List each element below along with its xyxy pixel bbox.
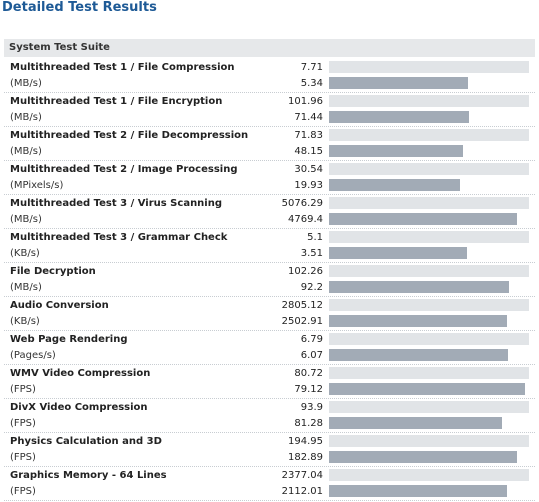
result-bar <box>329 77 468 89</box>
test-name: Multithreaded Test 3 / Virus Scanning <box>10 198 223 209</box>
reference-value: 101.96 <box>288 96 323 107</box>
result-row: Graphics Memory - 64 Lines (FPS) 2377.04 21… <box>4 467 535 501</box>
result-row: Web Page Rendering (Pages/s) 6.79 6.07 <box>4 331 535 365</box>
reference-value: 30.54 <box>294 164 323 175</box>
result-value: 2502.91 <box>281 316 323 327</box>
result-row: WMV Video Compression (FPS) 80.72 79.12 <box>4 365 535 399</box>
test-name: Web Page Rendering <box>10 334 128 345</box>
result-bar <box>329 179 460 191</box>
result-value: 5.34 <box>300 78 323 89</box>
result-row: Multithreaded Test 3 / Grammar Check (KB/… <box>4 229 535 263</box>
result-bar <box>329 315 508 327</box>
result-row: File Decryption (MB/s) 102.26 92.2 <box>4 263 535 297</box>
reference-value: 6.79 <box>300 334 323 345</box>
suite-name: System Test Suite <box>9 42 110 53</box>
result-row: Multithreaded Test 1 / File Encryption (M… <box>4 93 535 127</box>
result-row: DivX Video Compression (FPS) 93.9 81.28 <box>4 399 535 433</box>
reference-bar <box>329 61 529 73</box>
suite-header: System Test Suite <box>4 39 535 57</box>
reference-value: 5076.29 <box>281 198 323 209</box>
result-row: Multithreaded Test 3 / Virus Scanning (MB… <box>4 195 535 229</box>
result-row: Multithreaded Test 1 / File Compression (… <box>4 59 535 93</box>
test-unit: (KB/s) <box>10 316 40 327</box>
reference-value: 2805.12 <box>281 300 323 311</box>
test-unit: (FPS) <box>10 384 36 395</box>
result-bar <box>329 349 508 361</box>
test-name: Multithreaded Test 1 / File Compression <box>10 62 235 73</box>
test-unit: (MB/s) <box>10 214 42 225</box>
test-unit: (MPixels/s) <box>10 180 64 191</box>
test-name: Multithreaded Test 1 / File Encryption <box>10 96 223 107</box>
result-bar <box>329 145 464 157</box>
test-name: Physics Calculation and 3D <box>10 436 162 447</box>
test-name: WMV Video Compression <box>10 368 151 379</box>
test-name: File Decryption <box>10 266 96 277</box>
test-unit: (Pages/s) <box>10 350 56 361</box>
result-bar <box>329 247 467 259</box>
result-value: 71.44 <box>294 112 323 123</box>
result-row: Physics Calculation and 3D (FPS) 194.95 182… <box>4 433 535 467</box>
reference-bar <box>329 299 529 311</box>
test-unit: (MB/s) <box>10 112 42 123</box>
test-name: Multithreaded Test 3 / Grammar Check <box>10 232 228 243</box>
test-unit: (FPS) <box>10 486 36 497</box>
result-bar <box>329 485 507 497</box>
reference-bar <box>329 469 529 481</box>
reference-bar <box>329 129 529 141</box>
result-bar <box>329 383 526 395</box>
reference-value: 93.9 <box>300 402 323 413</box>
result-value: 182.89 <box>288 452 323 463</box>
result-value: 81.28 <box>294 418 323 429</box>
result-bar <box>329 417 503 429</box>
result-bar <box>329 281 510 293</box>
reference-bar <box>329 197 529 209</box>
result-value: 2112.01 <box>281 486 323 497</box>
result-bar <box>329 213 517 225</box>
result-value: 92.2 <box>300 282 323 293</box>
result-value: 6.07 <box>300 350 323 361</box>
reference-value: 102.26 <box>288 266 323 277</box>
result-row: Multithreaded Test 2 / File Decompressio… <box>4 127 535 161</box>
test-unit: (MB/s) <box>10 282 42 293</box>
test-name: Graphics Memory - 64 Lines <box>10 470 167 481</box>
test-unit: (MB/s) <box>10 78 42 89</box>
result-row: Multithreaded Test 2 / Image Processing (… <box>4 161 535 195</box>
test-name: Multithreaded Test 2 / Image Processing <box>10 164 238 175</box>
reference-value: 7.71 <box>300 62 323 73</box>
title: Detailed Test Results <box>2 0 157 15</box>
test-name: Audio Conversion <box>10 300 109 311</box>
reference-bar <box>329 231 529 243</box>
test-name: Multithreaded Test 2 / File Decompressio… <box>10 130 249 141</box>
test-name: DivX Video Compression <box>10 402 148 413</box>
result-bar <box>329 451 517 463</box>
reference-bar <box>329 95 529 107</box>
reference-bar <box>329 401 529 413</box>
result-row: Audio Conversion (KB/s) 2805.12 2502.91 <box>4 297 535 331</box>
result-value: 19.93 <box>294 180 323 191</box>
reference-value: 194.95 <box>288 436 323 447</box>
result-value: 3.51 <box>300 248 323 259</box>
reference-bar <box>329 333 529 345</box>
reference-value: 80.72 <box>294 368 323 379</box>
result-value: 48.15 <box>294 146 323 157</box>
reference-bar <box>329 435 529 447</box>
reference-value: 5.1 <box>307 232 323 243</box>
result-bar <box>329 111 470 123</box>
test-unit: (MB/s) <box>10 146 42 157</box>
reference-bar <box>329 163 529 175</box>
reference-value: 71.83 <box>294 130 323 141</box>
reference-bar <box>329 367 529 379</box>
result-value: 4769.4 <box>288 214 323 225</box>
test-unit: (FPS) <box>10 452 36 463</box>
test-unit: (FPS) <box>10 418 36 429</box>
reference-value: 2377.04 <box>281 470 323 481</box>
reference-bar <box>329 265 529 277</box>
result-value: 79.12 <box>294 384 323 395</box>
test-unit: (KB/s) <box>10 248 40 259</box>
